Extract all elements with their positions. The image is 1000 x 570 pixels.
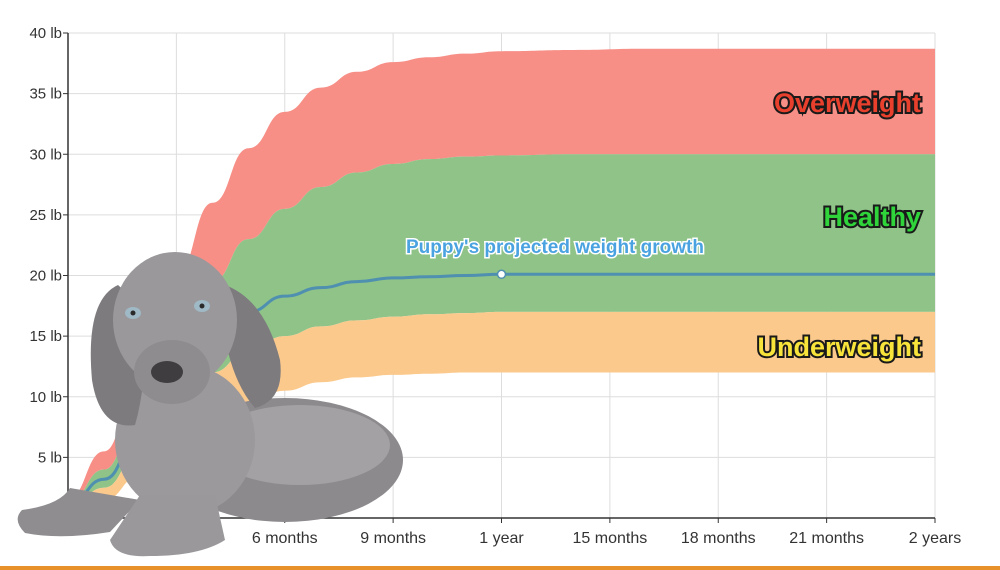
puppy-left-paw — [17, 488, 140, 537]
underweight-band — [68, 311, 935, 514]
y-tick-label: 40 lb — [29, 25, 62, 42]
y-tick-label: 10 lb — [29, 389, 62, 406]
puppy-image — [17, 252, 403, 557]
overweight-label: Overweight — [774, 88, 921, 118]
healthy-label: Healthy — [823, 202, 921, 232]
series-point — [496, 269, 507, 280]
series-label: Puppy's projected weight growth — [406, 237, 704, 258]
x-tick-label: 18 months — [681, 530, 756, 547]
overweight-band — [68, 48, 935, 504]
x-tick-label: 2 years — [909, 530, 961, 547]
y-tick-label: 25 lb — [29, 207, 62, 224]
y-tick-label: 20 lb — [29, 268, 62, 285]
x-tick-label: 6 months — [252, 530, 318, 547]
healthy-band — [68, 154, 935, 509]
puppy-right-paw — [110, 495, 225, 557]
y-tick-label: 35 lb — [29, 86, 62, 103]
footer-accent-bar — [0, 566, 1000, 570]
x-tick-label: 21 months — [789, 530, 864, 547]
puppy-nose — [151, 361, 183, 383]
x-tick-label: 9 months — [360, 530, 426, 547]
y-tick-label: 15 lb — [29, 328, 62, 345]
band-layer — [68, 48, 935, 514]
x-tick-label: 15 months — [573, 530, 648, 547]
underweight-label: Underweight — [757, 332, 921, 362]
label-layer: Overweight Healthy Underweight Puppy's p… — [405, 86, 923, 364]
x-tick-label: 1 year — [479, 530, 524, 547]
y-tick-label: 5 lb — [38, 449, 62, 466]
y-tick-label: 30 lb — [29, 146, 62, 163]
